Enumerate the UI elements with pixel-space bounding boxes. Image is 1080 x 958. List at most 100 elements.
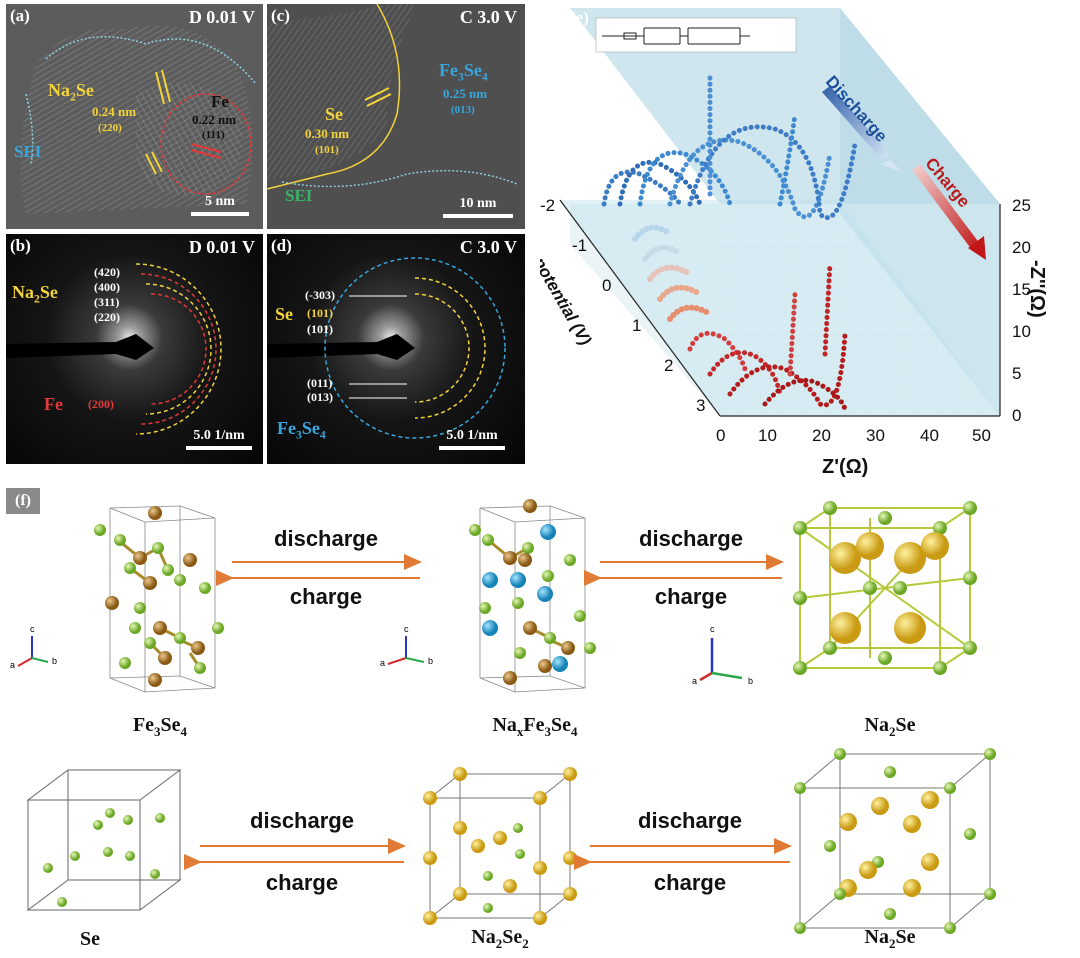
lattice-texture-c (267, 4, 525, 229)
zre-axis-label: Z'(Ω) (822, 456, 869, 478)
panel-a-fe-label: Fe (211, 92, 229, 111)
panel-d-ring-1: (-303) (305, 288, 335, 302)
zim-tick-3: 10 (1012, 322, 1031, 341)
panel-b-ring-3: (311) (94, 295, 120, 309)
panel-a-fe-d: 0.22 nm (192, 112, 237, 127)
panel-e-label: (e) (570, 8, 589, 27)
panel-a-scale-bar: 5 nm (191, 194, 249, 216)
name-naxfe3se4: NaxFe3Se4 (492, 714, 578, 739)
panel-c-fe3se4-d: 0.25 nm (443, 86, 488, 101)
triad-1-b: b (52, 656, 58, 666)
zim-tick-5: 20 (1012, 238, 1031, 257)
diffraction-rings-d (267, 257, 506, 439)
panel-b-fe-ring: (200) (88, 397, 114, 411)
panel-d-ring-2: (101) (307, 306, 333, 320)
panel-c-se-d: 0.30 nm (305, 126, 350, 141)
row2-arrow1-discharge: discharge (250, 808, 354, 833)
panel-d-saed-image: (d) C 3.0 V (-303) Se (101) (101) (011) … (267, 234, 525, 464)
panel-c-scale-text: 10 nm (459, 196, 497, 211)
zre-tick-4: 30 (866, 426, 885, 445)
panel-a-na2se-d: 0.24 nm (92, 104, 137, 119)
potential-tick-4: 1 (632, 316, 642, 335)
panel-d-ring-4: (011) (307, 376, 333, 390)
triad-3-b: b (748, 676, 754, 686)
panel-b-ring-2: (400) (94, 280, 120, 294)
row2-arrow2-charge: charge (653, 870, 727, 895)
zim-tick-2: 5 (1012, 364, 1022, 383)
panel-b-scale-text: 5.0 1/nm (193, 428, 245, 443)
panel-a-scale-text: 5 nm (205, 194, 235, 209)
panel-d-header: C 3.0 V (459, 237, 517, 257)
row1-arrow1-discharge: discharge (274, 526, 378, 551)
panel-b-label: (b) (10, 236, 31, 255)
panel-d-label: (d) (271, 236, 292, 255)
panel-c-label: (c) (271, 6, 290, 25)
panel-c-fe3se4-label: Fe3Se4 (439, 60, 488, 84)
zre-tick-3: 20 (812, 426, 831, 445)
diffraction-rings-b (6, 263, 222, 435)
panel-d-scale-bar: 5.0 1/nm (439, 428, 505, 450)
panel-d-ring-3: (101) (307, 322, 333, 336)
potential-tick-3: 0 (602, 276, 612, 295)
row2-arrow2-discharge: discharge (638, 808, 742, 833)
name-na2se-row1: Na2Se (864, 714, 916, 739)
panel-e-3d-eis-plot: (e) Discharge Charge -2 -1 0 1 2 3 poten… (540, 4, 1080, 484)
panel-a-header: D 0.01 V (188, 7, 255, 27)
potential-tick-1: -2 (540, 196, 556, 215)
row1-arrow2-charge: charge (654, 584, 728, 609)
triad-1-c: c (30, 624, 35, 634)
name-na2se2: Na2Se2 (471, 926, 529, 951)
axis-triad-1 (17, 636, 49, 667)
panel-b-na2se-label: Na2Se (12, 282, 58, 306)
potential-tick-5: 2 (664, 356, 674, 375)
panel-a-label: (a) (10, 6, 30, 25)
triad-1-a: a (10, 660, 16, 670)
row1-arrow1-charge: charge (289, 584, 363, 609)
panel-c-se-label: Se (325, 104, 343, 124)
panel-b-ring-4: (220) (94, 310, 120, 324)
zim-tick-1: 0 (1012, 406, 1022, 425)
panel-d-se-label: Se (275, 304, 293, 324)
panel-b-header: D 0.01 V (188, 237, 255, 257)
panel-c-fe3se4-hkl: (013) (451, 104, 475, 116)
row1-arrow2-discharge: discharge (639, 526, 743, 551)
panel-a-fe-hkl: (111) (202, 129, 225, 141)
triad-2-b: b (428, 656, 434, 666)
panel-c-sei-label: SEI (285, 186, 313, 205)
panel-a-na2se-hkl: (220) (98, 122, 122, 134)
triad-3-a: a (692, 676, 698, 686)
name-fe3se4: Fe3Se4 (132, 714, 188, 739)
panel-e-svg (559, 8, 1001, 417)
panel-a-tem-image: (a) D 0.01 V Na2Se 0.24 nm (220) Fe 0.22… (6, 4, 263, 229)
zim-tick-6: 25 (1012, 196, 1031, 215)
panel-d-scale-text: 5.0 1/nm (446, 428, 498, 443)
panel-c-scale-bar: 10 nm (443, 196, 513, 218)
zre-tick-2: 10 (758, 426, 777, 445)
triad-3-c: c (710, 624, 715, 634)
row2-arrow1-charge: charge (265, 870, 339, 895)
triad-2-a: a (380, 658, 386, 668)
potential-tick-2: -1 (572, 236, 588, 255)
zre-tick-6: 50 (972, 426, 991, 445)
panel-b-ring-1: (420) (94, 265, 120, 279)
zim-tick-4: 15 (1012, 280, 1031, 299)
name-se: Se (80, 928, 100, 950)
zre-tick-1: 0 (716, 426, 726, 445)
panel-a-sei-label: SEI (14, 142, 42, 161)
name-na2se-row2: Na2Se (864, 926, 916, 951)
panel-f-label: (f) (6, 488, 40, 514)
panel-c-tem-image: (c) C 3.0 V Fe3Se4 0.25 nm (013) Se 0.30… (267, 4, 525, 229)
panel-b-fe-label: Fe (44, 394, 63, 414)
panel-c-header: C 3.0 V (459, 7, 517, 27)
panel-d-ring-5: (013) (307, 390, 333, 404)
lattice-texture (6, 4, 263, 229)
zim-axis-label: -Z''(Ω) (1026, 260, 1048, 318)
panel-c-se-hkl: (101) (315, 144, 339, 156)
panel-b-scale-bar: 5.0 1/nm (186, 428, 252, 450)
panel-b-saed-image: (b) D 0.01 V Na2Se (420) (400) (311) (22… (6, 234, 263, 464)
zre-tick-5: 40 (920, 426, 939, 445)
panel-a-na2se-label: Na2Se (48, 80, 94, 104)
panel-d-fe3se4-label: Fe3Se4 (277, 418, 326, 442)
panel-f-structures (17, 499, 996, 934)
potential-tick-6: 3 (696, 396, 706, 415)
